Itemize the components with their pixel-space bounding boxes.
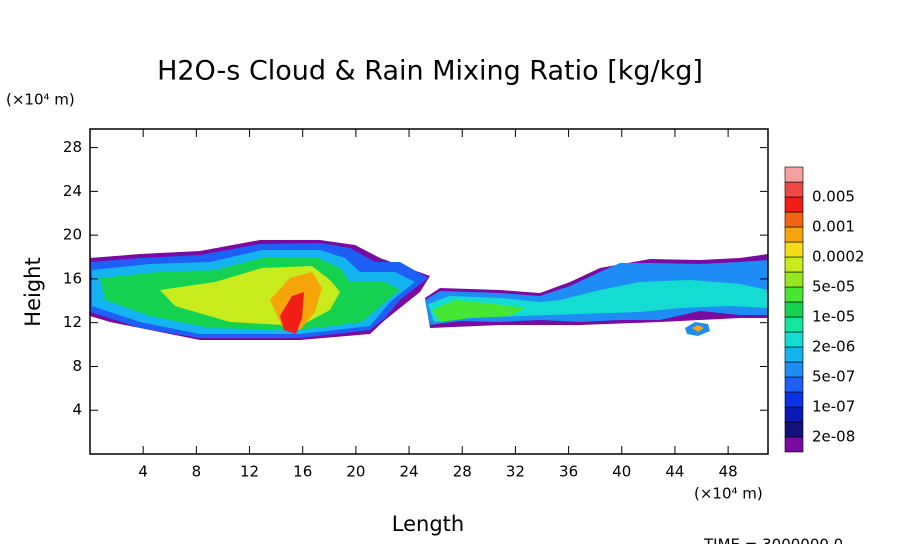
colorbar-swatch xyxy=(784,361,804,378)
x-tick-label: 8 xyxy=(192,463,202,481)
colorbar-swatch xyxy=(784,226,804,243)
colorbar-label: 0.0002 xyxy=(812,248,865,266)
x-tick-label: 16 xyxy=(293,463,312,481)
colorbar-swatch xyxy=(784,181,804,198)
x-tick-label: 44 xyxy=(665,463,684,481)
y-unit: (×10⁴ m) xyxy=(6,91,75,109)
x-axis-label: Length xyxy=(392,512,464,536)
contour-region xyxy=(280,292,304,334)
x-tick-label: 12 xyxy=(240,463,259,481)
colorbar-label: 2e-06 xyxy=(812,338,855,356)
y-tick-label: 8 xyxy=(72,357,82,375)
colorbar-swatch xyxy=(784,316,804,333)
x-tick-label: 36 xyxy=(559,463,578,481)
x-tick-label: 32 xyxy=(506,463,525,481)
x-tick-label: 4 xyxy=(138,463,148,481)
colorbar-swatch xyxy=(784,391,804,408)
contour-field xyxy=(90,240,768,340)
x-tick-label: 28 xyxy=(453,463,472,481)
y-tick-label: 28 xyxy=(63,138,82,156)
colorbar-swatch xyxy=(784,241,804,258)
x-tick-label: 24 xyxy=(400,463,419,481)
chart-title: H2O-s Cloud & Rain Mixing Ratio [kg/kg] xyxy=(157,56,703,87)
colorbar-swatch xyxy=(784,421,804,438)
colorbar-swatch xyxy=(784,166,804,183)
colorbar-swatch xyxy=(784,286,804,303)
colorbar-label: 5e-07 xyxy=(812,368,855,386)
y-axis-label: Height xyxy=(21,257,45,326)
colorbar-swatch xyxy=(784,331,804,348)
contour-region xyxy=(432,300,525,322)
x-unit: (×10⁴ m) xyxy=(694,485,763,503)
colorbar-label: 1e-05 xyxy=(812,308,855,326)
x-tick-label: 48 xyxy=(719,463,738,481)
colorbar-swatch xyxy=(784,346,804,363)
colorbar-swatch xyxy=(784,406,804,423)
x-tick-label: 20 xyxy=(346,463,365,481)
colorbar-label: 0.001 xyxy=(812,218,855,236)
plot-frame xyxy=(89,128,769,455)
colorbar-swatch xyxy=(784,211,804,228)
colorbar-label: 2e-08 xyxy=(812,428,855,446)
colorbar-swatch xyxy=(784,436,804,453)
y-tick-label: 16 xyxy=(63,269,82,287)
y-tick-label: 4 xyxy=(72,401,82,419)
colorbar-swatch xyxy=(784,376,804,393)
colorbar-swatch xyxy=(784,301,804,318)
colorbar-label: 0.005 xyxy=(812,188,855,206)
y-tick-label: 24 xyxy=(63,182,82,200)
footer: TIME = 3000000.0 xyxy=(703,536,843,544)
colorbar-label: 5e-05 xyxy=(812,278,855,296)
colorbar-swatch xyxy=(784,256,804,273)
contour-region xyxy=(692,325,704,332)
y-tick-label: 20 xyxy=(63,226,82,244)
colorbar-label: 1e-07 xyxy=(812,398,855,416)
colorbar-swatch xyxy=(784,271,804,288)
colorbar-swatch xyxy=(784,196,804,213)
y-tick-label: 12 xyxy=(63,313,82,331)
x-tick-label: 40 xyxy=(612,463,631,481)
